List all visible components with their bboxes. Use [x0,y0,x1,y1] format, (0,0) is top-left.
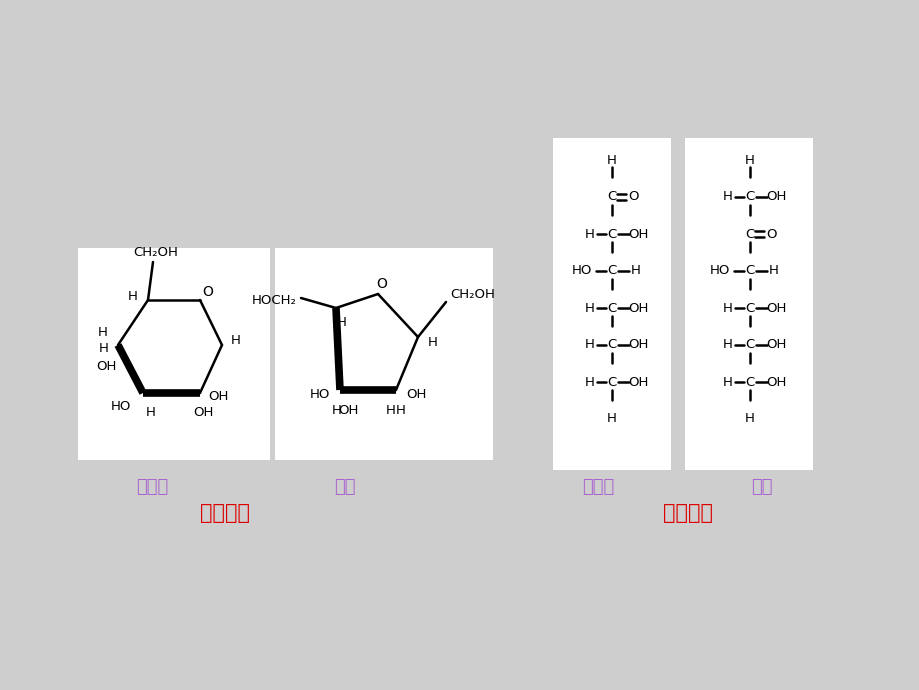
Text: H: H [584,339,595,351]
Text: C: C [607,190,616,204]
Text: H: H [630,264,641,277]
Text: C: C [744,190,754,204]
Text: OH: OH [337,404,357,417]
Bar [685,138,812,470]
Text: CH₂OH: CH₂OH [450,288,495,302]
Text: H: H [128,290,138,304]
Text: H: H [231,335,241,348]
Text: H: H [744,413,754,426]
Text: H: H [768,264,778,277]
Text: C: C [607,339,616,351]
Text: 果糖: 果糖 [751,478,772,496]
Text: H: H [584,228,595,241]
Text: H: H [722,339,732,351]
Text: C: C [744,264,754,277]
Text: OH: OH [765,302,786,315]
Text: O: O [202,285,213,299]
Text: OH: OH [96,360,116,373]
Bar [552,138,670,470]
Text: C: C [744,375,754,388]
Text: H: H [607,413,617,426]
Text: HOCH₂: HOCH₂ [251,293,296,306]
Text: C: C [607,264,616,277]
Text: OH: OH [765,190,786,204]
Text: H: H [722,302,732,315]
Text: HO: HO [110,400,131,413]
Text: OH: OH [405,388,425,400]
Text: HO: HO [310,388,330,402]
Text: O: O [766,228,777,241]
Text: H: H [396,404,405,417]
Text: OH: OH [208,391,228,404]
Text: C: C [744,228,754,241]
Text: OH: OH [765,375,786,388]
Text: H: H [584,302,595,315]
Text: O: O [376,277,387,291]
Text: H: H [146,406,155,420]
Text: OH: OH [627,228,648,241]
Text: H: H [386,404,395,417]
Text: OH: OH [627,375,648,388]
Text: HO: HO [572,264,592,277]
Text: 葡萄糖: 葡萄糖 [581,478,614,496]
Text: H: H [607,153,617,166]
Text: OH: OH [193,406,213,420]
Text: C: C [744,302,754,315]
Text: H: H [584,375,595,388]
Text: H: H [99,342,108,355]
Text: H: H [722,190,732,204]
Text: CH₂OH: CH₂OH [133,246,178,259]
Bar [275,248,493,460]
Text: 环状结构: 环状结构 [199,503,250,523]
Text: 果糖: 果糖 [334,478,356,496]
Text: H: H [336,315,346,328]
Text: H: H [332,404,342,417]
Text: H: H [427,337,437,350]
Text: H: H [722,375,732,388]
Text: HO: HO [709,264,730,277]
Text: OH: OH [627,339,648,351]
Text: H: H [744,153,754,166]
Text: C: C [607,375,616,388]
Text: O: O [628,190,639,204]
Text: OH: OH [765,339,786,351]
Text: C: C [607,228,616,241]
Text: 链状结构: 链状结构 [663,503,712,523]
Text: C: C [744,339,754,351]
Text: 葡萄糖: 葡萄糖 [136,478,168,496]
Text: C: C [607,302,616,315]
Text: H: H [98,326,108,339]
Bar [78,248,269,460]
Text: OH: OH [627,302,648,315]
